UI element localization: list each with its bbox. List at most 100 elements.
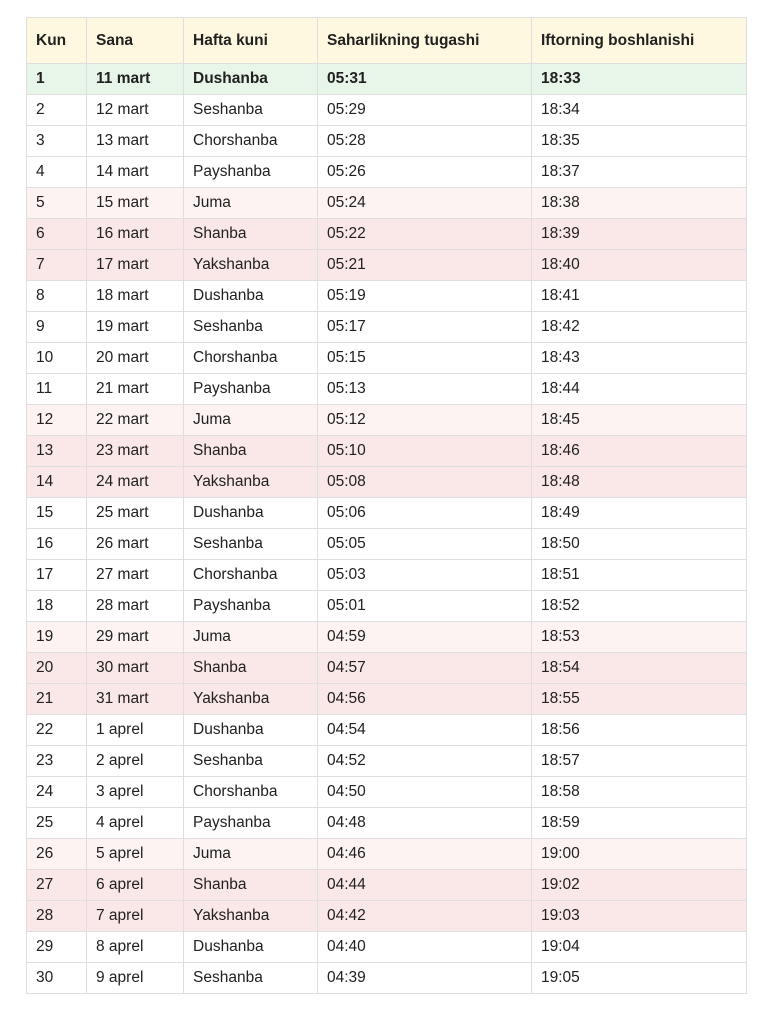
iftar-start-cell: 18:58 bbox=[531, 776, 747, 808]
date-cell: 24 mart bbox=[86, 466, 184, 498]
iftar-start-cell: 18:50 bbox=[531, 528, 747, 560]
suhoor-end-cell: 05:10 bbox=[317, 435, 532, 467]
table-row: 30 9 aprel Seshanba 04:39 19:05 bbox=[26, 962, 747, 994]
suhoor-end-cell: 05:26 bbox=[317, 156, 532, 188]
suhoor-end-cell: 05:21 bbox=[317, 249, 532, 281]
day-number-cell: 22 bbox=[26, 714, 87, 746]
suhoor-end-cell: 05:15 bbox=[317, 342, 532, 374]
iftar-start-cell: 19:02 bbox=[531, 869, 747, 901]
weekday-cell: Juma bbox=[183, 838, 318, 870]
day-number-cell: 16 bbox=[26, 528, 87, 560]
suhoor-end-cell: 05:12 bbox=[317, 404, 532, 436]
schedule-table: Kun Sana Hafta kuni Saharlikning tugashi… bbox=[26, 17, 747, 994]
iftar-start-cell: 18:59 bbox=[531, 807, 747, 839]
day-number-cell: 8 bbox=[26, 280, 87, 312]
day-number-cell: 11 bbox=[26, 373, 87, 405]
weekday-cell: Payshanba bbox=[183, 373, 318, 405]
header-date: Sana bbox=[86, 17, 184, 64]
day-number-cell: 28 bbox=[26, 900, 87, 932]
day-number-cell: 27 bbox=[26, 869, 87, 901]
table-row: 29 8 aprel Dushanba 04:40 19:04 bbox=[26, 931, 747, 963]
date-cell: 25 mart bbox=[86, 497, 184, 529]
weekday-cell: Juma bbox=[183, 187, 318, 219]
iftar-start-cell: 18:57 bbox=[531, 745, 747, 777]
weekday-cell: Seshanba bbox=[183, 528, 318, 560]
date-cell: 21 mart bbox=[86, 373, 184, 405]
table-row: 25 4 aprel Payshanba 04:48 18:59 bbox=[26, 807, 747, 839]
weekday-cell: Payshanba bbox=[183, 590, 318, 622]
day-number-cell: 6 bbox=[26, 218, 87, 250]
day-number-cell: 24 bbox=[26, 776, 87, 808]
table-row: 12 22 mart Juma 05:12 18:45 bbox=[26, 404, 747, 436]
day-number-cell: 25 bbox=[26, 807, 87, 839]
weekday-cell: Shanba bbox=[183, 652, 318, 684]
date-cell: 30 mart bbox=[86, 652, 184, 684]
ramadan-schedule: Kun Sana Hafta kuni Saharlikning tugashi… bbox=[26, 17, 747, 994]
date-cell: 3 aprel bbox=[86, 776, 184, 808]
table-header: Kun Sana Hafta kuni Saharlikning tugashi… bbox=[26, 17, 747, 64]
table-row: 8 18 mart Dushanba 05:19 18:41 bbox=[26, 280, 747, 312]
iftar-start-cell: 18:40 bbox=[531, 249, 747, 281]
suhoor-end-cell: 05:05 bbox=[317, 528, 532, 560]
suhoor-end-cell: 05:22 bbox=[317, 218, 532, 250]
date-cell: 29 mart bbox=[86, 621, 184, 653]
iftar-start-cell: 18:33 bbox=[531, 63, 747, 95]
table-row: 4 14 mart Payshanba 05:26 18:37 bbox=[26, 156, 747, 188]
table-row: 24 3 aprel Chorshanba 04:50 18:58 bbox=[26, 776, 747, 808]
date-cell: 6 aprel bbox=[86, 869, 184, 901]
date-cell: 12 mart bbox=[86, 94, 184, 126]
weekday-cell: Shanba bbox=[183, 435, 318, 467]
iftar-start-cell: 18:41 bbox=[531, 280, 747, 312]
table-row: 13 23 mart Shanba 05:10 18:46 bbox=[26, 435, 747, 467]
table-row: 14 24 mart Yakshanba 05:08 18:48 bbox=[26, 466, 747, 498]
day-number-cell: 5 bbox=[26, 187, 87, 219]
suhoor-end-cell: 05:24 bbox=[317, 187, 532, 219]
suhoor-end-cell: 05:01 bbox=[317, 590, 532, 622]
day-number-cell: 23 bbox=[26, 745, 87, 777]
date-cell: 18 mart bbox=[86, 280, 184, 312]
day-number-cell: 30 bbox=[26, 962, 87, 994]
table-row: 7 17 mart Yakshanba 05:21 18:40 bbox=[26, 249, 747, 281]
weekday-cell: Chorshanba bbox=[183, 342, 318, 374]
date-cell: 17 mart bbox=[86, 249, 184, 281]
suhoor-end-cell: 04:48 bbox=[317, 807, 532, 839]
weekday-cell: Payshanba bbox=[183, 807, 318, 839]
table-row: 19 29 mart Juma 04:59 18:53 bbox=[26, 621, 747, 653]
iftar-start-cell: 19:03 bbox=[531, 900, 747, 932]
weekday-cell: Chorshanba bbox=[183, 125, 318, 157]
date-cell: 1 aprel bbox=[86, 714, 184, 746]
day-number-cell: 15 bbox=[26, 497, 87, 529]
date-cell: 27 mart bbox=[86, 559, 184, 591]
table-row: 6 16 mart Shanba 05:22 18:39 bbox=[26, 218, 747, 250]
date-cell: 5 aprel bbox=[86, 838, 184, 870]
suhoor-end-cell: 04:57 bbox=[317, 652, 532, 684]
iftar-start-cell: 18:54 bbox=[531, 652, 747, 684]
weekday-cell: Payshanba bbox=[183, 156, 318, 188]
date-cell: 2 aprel bbox=[86, 745, 184, 777]
iftar-start-cell: 18:51 bbox=[531, 559, 747, 591]
iftar-start-cell: 18:39 bbox=[531, 218, 747, 250]
suhoor-end-cell: 04:59 bbox=[317, 621, 532, 653]
suhoor-end-cell: 04:50 bbox=[317, 776, 532, 808]
day-number-cell: 21 bbox=[26, 683, 87, 715]
table-body: 1 11 mart Dushanba 05:31 18:33 2 12 mart Seshan… bbox=[26, 63, 747, 994]
suhoor-end-cell: 05:28 bbox=[317, 125, 532, 157]
table-row: 21 31 mart Yakshanba 04:56 18:55 bbox=[26, 683, 747, 715]
suhoor-end-cell: 05:29 bbox=[317, 94, 532, 126]
weekday-cell: Seshanba bbox=[183, 745, 318, 777]
date-cell: 19 mart bbox=[86, 311, 184, 343]
table-row: 27 6 aprel Shanba 04:44 19:02 bbox=[26, 869, 747, 901]
table-row: 26 5 aprel Juma 04:46 19:00 bbox=[26, 838, 747, 870]
iftar-start-cell: 18:46 bbox=[531, 435, 747, 467]
weekday-cell: Dushanba bbox=[183, 63, 318, 95]
table-row: 16 26 mart Seshanba 05:05 18:50 bbox=[26, 528, 747, 560]
day-number-cell: 18 bbox=[26, 590, 87, 622]
table-row: 11 21 mart Payshanba 05:13 18:44 bbox=[26, 373, 747, 405]
iftar-start-cell: 18:45 bbox=[531, 404, 747, 436]
day-number-cell: 19 bbox=[26, 621, 87, 653]
table-row: 1 11 mart Dushanba 05:31 18:33 bbox=[26, 63, 747, 95]
weekday-cell: Shanba bbox=[183, 869, 318, 901]
suhoor-end-cell: 05:31 bbox=[317, 63, 532, 95]
weekday-cell: Seshanba bbox=[183, 94, 318, 126]
iftar-start-cell: 18:38 bbox=[531, 187, 747, 219]
